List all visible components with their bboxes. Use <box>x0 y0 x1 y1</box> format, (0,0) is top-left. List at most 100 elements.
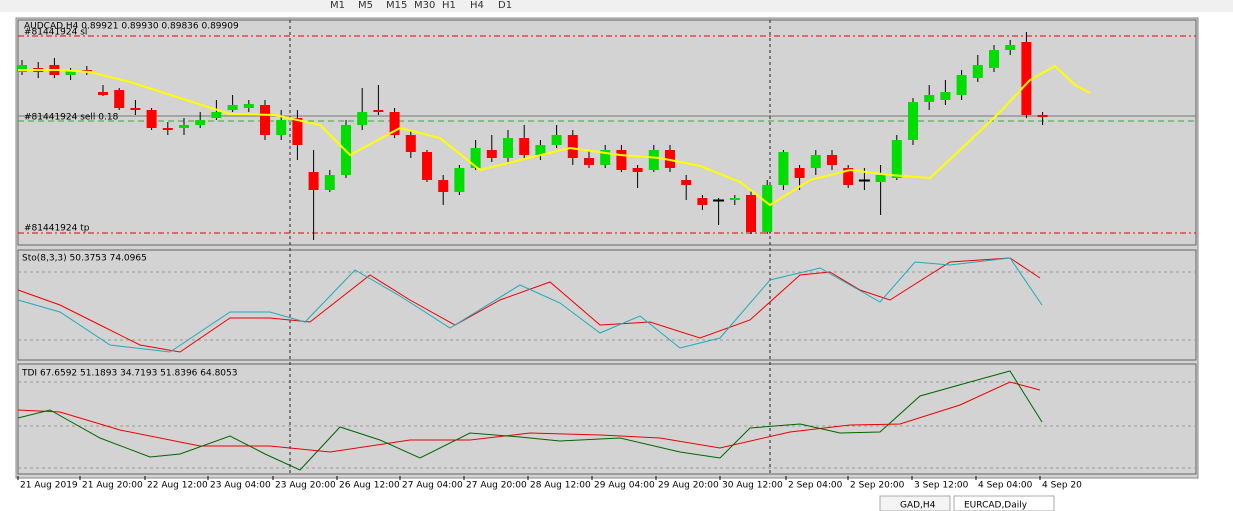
timeframe-button[interactable]: M30 <box>414 0 435 11</box>
candle-body <box>162 128 173 130</box>
candle-body <box>600 150 611 165</box>
candle-body <box>972 65 983 78</box>
candle-body <box>632 168 643 172</box>
tp-label: #81441924 tp <box>24 224 90 234</box>
candle-body <box>1021 42 1032 115</box>
candle-body <box>114 90 125 108</box>
time-label: 27 Aug 20:00 <box>466 481 527 491</box>
candle-body <box>616 150 627 170</box>
candle-body <box>729 198 740 200</box>
main-panel <box>17 19 1197 246</box>
time-label: 2 Sep 20:00 <box>850 481 905 491</box>
candle-body <box>324 175 335 190</box>
main-header: AUDCAD,H4 0.89921 0.89930 0.89836 0.8990… <box>24 22 239 32</box>
candle-body <box>827 155 837 165</box>
entry-label: #81441924 sell 0.18 <box>24 113 119 123</box>
indicator-line <box>17 370 1043 471</box>
timeframe-button[interactable]: M5 <box>358 0 373 11</box>
candle-body <box>130 108 141 110</box>
candle-body <box>373 110 384 112</box>
time-label: 30 Aug 12:00 <box>722 481 783 491</box>
candle-body <box>940 92 951 100</box>
time-label: 29 Aug 20:00 <box>658 481 719 491</box>
time-label: 4 Sep 04:00 <box>978 481 1033 491</box>
indicator-lines <box>17 64 1091 471</box>
tab[interactable] <box>879 495 951 511</box>
candle-body <box>292 118 303 145</box>
candle-body <box>308 172 319 190</box>
toolbar: M1 M5 M15 M30 H1 H4 D1 <box>0 0 1233 12</box>
candle-body <box>17 65 27 72</box>
candle-body <box>405 135 416 152</box>
timeframe-button[interactable]: H4 <box>470 0 484 11</box>
candle-body <box>195 120 206 125</box>
candle-body <box>713 199 725 202</box>
tab[interactable] <box>953 495 1055 511</box>
candle-body <box>146 110 157 128</box>
time-label: 4 Sep 20 <box>1042 481 1082 491</box>
candle-body <box>227 105 238 110</box>
candle-body <box>810 155 821 168</box>
stochastic-panel <box>17 249 1197 361</box>
candle-body <box>260 105 270 135</box>
time-label: 28 Aug 12:00 <box>530 481 591 491</box>
candle-body <box>551 135 562 145</box>
candle-body <box>454 168 465 192</box>
candle-body <box>697 198 708 205</box>
candle-body <box>891 140 902 178</box>
time-label: 27 Aug 04:00 <box>402 481 463 491</box>
candle-body <box>584 158 594 165</box>
candle-body <box>989 50 999 68</box>
sto-header: Sto(8,3,3) 50.3753 74.0965 <box>22 254 147 264</box>
tdi-panel <box>17 363 1197 475</box>
candle-body <box>438 180 449 192</box>
candle-body <box>535 145 546 155</box>
candle-body <box>422 152 432 180</box>
timeframe-button[interactable]: D1 <box>498 0 512 11</box>
candle-body <box>179 125 189 128</box>
candle-body <box>778 152 789 185</box>
candle-body <box>794 168 805 178</box>
timeframe-button[interactable]: H1 <box>442 0 456 11</box>
time-label: 23 Aug 20:00 <box>275 481 336 491</box>
sl-label: #81441924 sl <box>24 28 87 38</box>
time-label: 21 Aug 20:00 <box>82 481 143 491</box>
candle-body <box>956 75 967 95</box>
candle-body <box>1005 45 1016 50</box>
candle-body <box>470 148 481 168</box>
tdi-header: TDI 67.6592 51.1893 34.7193 51.8396 64.8… <box>21 369 237 379</box>
time-label: 26 Aug 12:00 <box>339 481 400 491</box>
toolbar-bg <box>0 0 1233 12</box>
candle-body <box>924 95 935 102</box>
tab-label[interactable]: GAD,H4 <box>900 501 936 511</box>
candle-body <box>681 180 692 185</box>
time-axis: 21 Aug 2019 21 Aug 20:00 22 Aug 12:00 23 Au… <box>17 476 1082 491</box>
timeframe-button[interactable]: M1 <box>330 0 345 11</box>
candle-body <box>858 179 870 182</box>
tab-label[interactable]: EURCAD,Daily <box>964 501 1028 511</box>
candle-body <box>519 138 530 155</box>
indicator-line <box>18 64 1091 207</box>
indicator-line <box>17 381 1041 453</box>
candle-body <box>908 102 918 140</box>
candle-body <box>276 120 287 135</box>
candle-body <box>65 70 76 75</box>
time-label: 23 Aug 04:00 <box>210 481 271 491</box>
candle-body <box>875 175 886 182</box>
candle-body <box>843 168 854 185</box>
candle-body <box>1037 115 1048 117</box>
time-label: 22 Aug 12:00 <box>147 481 208 491</box>
candle-body <box>243 104 254 108</box>
time-label: 29 Aug 04:00 <box>594 481 655 491</box>
candle-body <box>746 195 756 232</box>
timeframe-button[interactable]: M15 <box>386 0 407 11</box>
candle-body <box>486 150 497 158</box>
indicator-line <box>17 257 1041 353</box>
time-label: 2 Sep 04:00 <box>788 481 843 491</box>
time-label: 3 Sep 12:00 <box>914 481 969 491</box>
candle-body <box>762 185 773 232</box>
candle-body <box>389 112 400 135</box>
candle-body <box>567 135 578 158</box>
chart-area <box>15 17 1199 479</box>
